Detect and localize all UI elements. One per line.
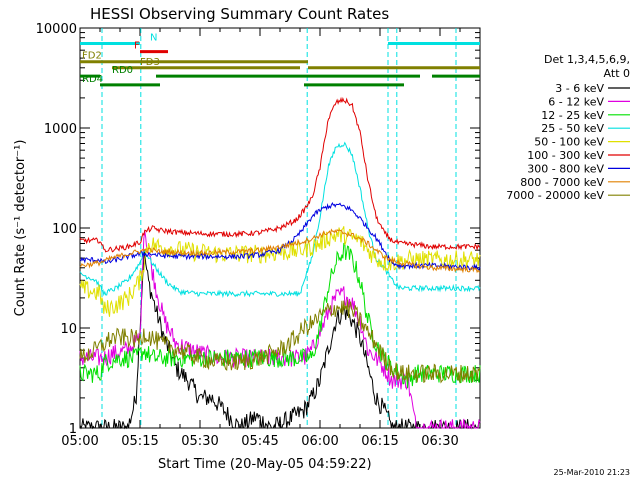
legend-header-line1: Det 1,3,4,5,6,9, [544,53,630,66]
y-axis-title: Count Rate (s⁻¹ detector⁻¹) [13,140,28,317]
legend-entry-label: 50 - 100 keV [534,136,604,149]
x-axis-title: Start Time (20-May-05 04:59:22) [158,457,372,472]
legend-entry-label: 300 - 800 keV [527,162,604,175]
flag-label: RD4 [82,74,103,85]
x-tick-label: 06:30 [421,434,458,449]
series-line [79,241,481,389]
plot-area: NF FD2 FD3 RD0 RD4 [79,27,481,430]
chart-title: HESSI Observing Summary Count Rates [90,5,389,23]
legend-entry-label: 3 - 6 keV [555,82,604,95]
x-tick-label: 06:15 [361,434,398,449]
legend-header-line2: Att 0 [604,67,630,80]
series-line [79,226,481,317]
flag-label: FD3 [140,57,160,68]
flag-label: RD0 [112,65,133,76]
series-line [79,231,481,430]
legend-entry-label: 800 - 7000 keV [520,176,604,189]
series-line [79,228,481,274]
legend-entry-label: 7000 - 20000 keV [506,189,604,202]
y-tick-label: 10000 [36,22,77,37]
y-tick-label: 1 [69,422,77,437]
x-tick-label: 06:00 [301,434,338,449]
series-line [79,250,481,430]
flag-label: FD2 [82,51,102,62]
flag-label: F [134,41,140,52]
x-tick-label: 05:30 [181,434,218,449]
y-tick-label: 100 [52,222,77,237]
legend-entry-label: 100 - 300 keV [527,149,604,162]
y-tick-label: 1000 [44,122,77,137]
y-axis-title-text: Count Rate (s⁻¹ detector⁻¹) [13,140,28,317]
legend-entry-label: 12 - 25 keV [541,109,604,122]
x-tick-label: 05:15 [121,434,158,449]
y-tick-label: 10 [60,322,77,337]
flag-label: N [150,32,157,43]
footer-timestamp: 25-Mar-2010 21:23 [554,468,631,477]
series-line [79,96,481,253]
x-tick-label: 05:45 [241,434,278,449]
x-tick-label: 05:00 [61,434,98,449]
legend-entry-label: 6 - 12 keV [548,95,604,108]
series-line [79,299,481,384]
legend-entry-label: 25 - 50 keV [541,122,604,135]
